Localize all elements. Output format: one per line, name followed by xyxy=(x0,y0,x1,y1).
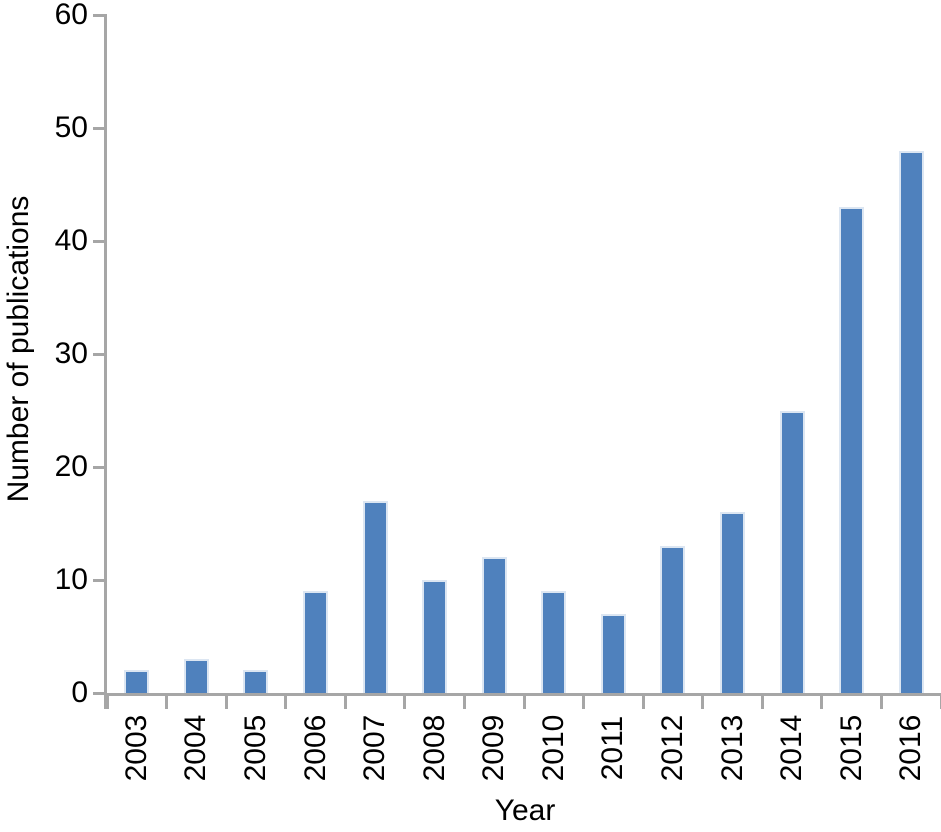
y-axis-tick xyxy=(93,692,105,695)
y-axis-line xyxy=(104,14,107,709)
bar-2004 xyxy=(183,659,209,693)
x-axis-tick xyxy=(284,696,288,709)
x-tick-label: 2011 xyxy=(596,715,630,781)
y-tick-label: 40 xyxy=(54,224,88,257)
x-axis-tick xyxy=(641,696,645,709)
y-axis-tick xyxy=(93,127,105,130)
bar-2010 xyxy=(541,591,567,693)
x-axis-tick xyxy=(105,696,109,709)
x-axis-tick xyxy=(224,696,228,709)
x-tick-label: 2014 xyxy=(775,714,809,782)
y-axis-tick xyxy=(93,466,105,469)
bar-2008 xyxy=(422,580,448,693)
x-axis-tick xyxy=(701,696,705,709)
bar-2009 xyxy=(481,557,507,693)
bar-2005 xyxy=(243,670,269,693)
x-tick-label: 2016 xyxy=(894,714,928,782)
y-axis-tick xyxy=(93,14,105,17)
x-tick-label: 2006 xyxy=(298,714,332,782)
x-tick-label: 2009 xyxy=(477,714,511,782)
bar-2016 xyxy=(898,150,924,693)
x-axis-tick xyxy=(522,696,526,709)
bar-2003 xyxy=(124,670,150,693)
x-axis-title: Year xyxy=(494,794,556,827)
bar-2013 xyxy=(720,512,745,693)
x-tick-label: 2010 xyxy=(536,714,570,782)
bar-2012 xyxy=(660,546,686,693)
bar-2011 xyxy=(600,613,626,693)
bar-2007 xyxy=(362,500,388,693)
x-tick-label: 2003 xyxy=(119,714,153,782)
y-tick-label: 0 xyxy=(71,676,88,709)
y-tick-label: 30 xyxy=(54,337,88,370)
x-tick-label: 2013 xyxy=(715,714,749,782)
x-axis-tick xyxy=(582,696,586,709)
x-axis-tick xyxy=(462,696,466,709)
x-tick-label: 2005 xyxy=(238,714,272,782)
y-tick-label: 20 xyxy=(54,450,88,483)
y-tick-label: 60 xyxy=(54,0,88,31)
bar-2006 xyxy=(303,591,328,693)
x-tick-label: 2015 xyxy=(834,714,868,782)
x-tick-label: 2004 xyxy=(179,714,213,782)
y-axis-tick xyxy=(93,579,105,582)
x-axis-tick xyxy=(820,696,824,709)
x-axis-tick xyxy=(343,696,347,709)
x-axis-tick xyxy=(939,696,941,709)
x-tick-label: 2008 xyxy=(417,714,451,782)
x-axis-tick xyxy=(403,696,407,709)
y-axis-tick xyxy=(93,353,105,356)
x-tick-label: 2012 xyxy=(655,714,689,782)
x-axis-tick xyxy=(760,696,764,709)
bar-2014 xyxy=(779,410,805,693)
y-tick-label: 50 xyxy=(54,111,88,144)
x-tick-label: 2007 xyxy=(358,714,392,782)
x-axis-tick xyxy=(879,696,883,709)
y-tick-label: 10 xyxy=(54,563,88,596)
bar-2015 xyxy=(839,207,865,693)
x-axis-line xyxy=(104,693,941,696)
y-axis-tick xyxy=(93,240,105,243)
x-axis-tick xyxy=(165,696,169,709)
